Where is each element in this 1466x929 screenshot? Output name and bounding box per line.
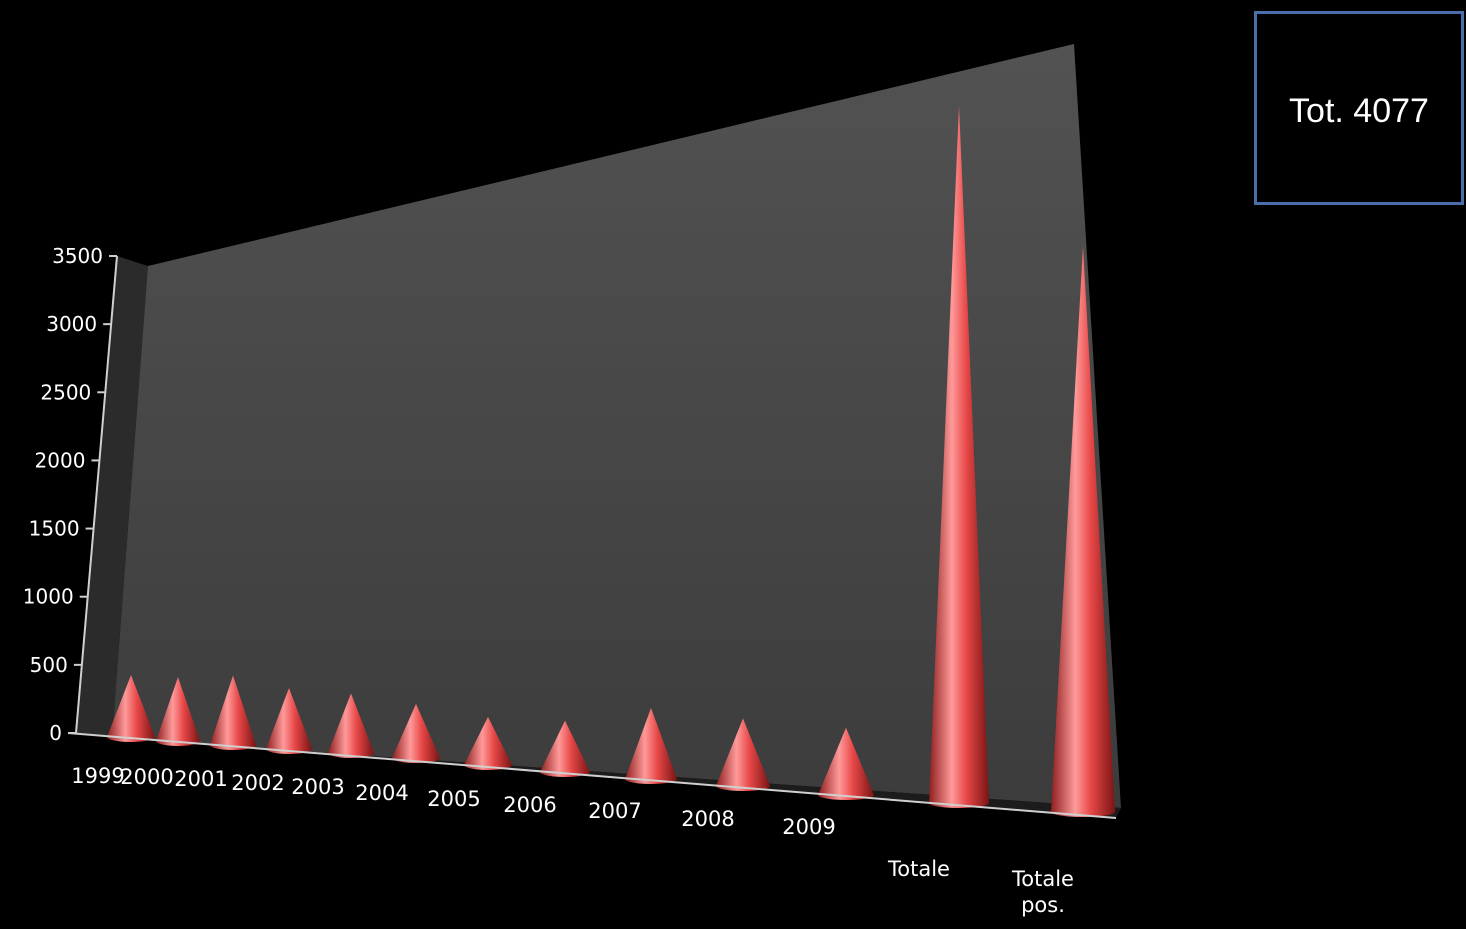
- cone-bar: [210, 675, 256, 750]
- cone-bar: [156, 677, 200, 746]
- x-tick-label: 2001: [174, 767, 227, 791]
- x-axis-line: [67, 732, 1117, 819]
- x-tick-label: 2006: [503, 793, 556, 817]
- cone-bar: [929, 105, 989, 808]
- cone-body: [464, 716, 512, 770]
- x-tick-label: Totale pos.: [1011, 867, 1074, 917]
- x-tick-label: 2002: [231, 771, 284, 795]
- cone-body: [328, 693, 374, 758]
- cone-body: [107, 674, 155, 742]
- cone-body: [625, 708, 677, 784]
- cone-bar: [266, 687, 312, 754]
- y-tick-label: 1500: [29, 517, 80, 541]
- x-tick-label: 2000: [120, 765, 173, 789]
- cone-bar: [540, 720, 590, 777]
- x-tick-label: 1999: [71, 764, 124, 788]
- y-tick-label: 3000: [46, 312, 97, 336]
- x-tick-label: 2003: [291, 775, 344, 799]
- cone-bar: [625, 708, 677, 784]
- side-wall: [76, 256, 148, 738]
- y-tick-label: 2500: [40, 380, 91, 404]
- cone-body: [210, 675, 256, 750]
- cone-body: [1051, 246, 1115, 817]
- cone-body: [156, 677, 200, 746]
- cone-bar: [1051, 246, 1115, 817]
- cone-bar: [818, 727, 874, 800]
- cone-body: [929, 105, 989, 808]
- cone-body: [540, 720, 590, 777]
- cone-bar: [328, 693, 374, 758]
- cone-body: [818, 727, 874, 800]
- cone-bar: [716, 718, 770, 791]
- x-tick-label: 2008: [681, 807, 734, 831]
- x-tick-label: 2004: [355, 781, 408, 805]
- cones: [107, 105, 1115, 817]
- cone-body: [716, 718, 770, 791]
- x-tick-label: 2009: [782, 815, 835, 839]
- x-tick-label: 2005: [427, 787, 480, 811]
- cone-body: [266, 687, 312, 754]
- y-tick-label: 1000: [23, 585, 74, 609]
- y-tick-label: 3500: [52, 244, 103, 268]
- y-tick-label: 2000: [35, 448, 86, 472]
- x-tick-label: Totale: [887, 857, 950, 881]
- y-axis-line: [75, 255, 118, 734]
- total-annotation-box: Tot. 4077: [1254, 11, 1464, 205]
- y-axis: 0 500 1000 1500 2000 2500 3000 3500: [23, 244, 118, 745]
- back-wall: [112, 44, 1121, 808]
- total-label: Tot. 4077: [1289, 92, 1429, 130]
- y-tick-label: 500: [30, 653, 68, 677]
- x-tick-label: 2007: [588, 799, 641, 823]
- cone-bar: [107, 674, 155, 742]
- cone-body: [392, 703, 440, 763]
- y-tick-label: 0: [49, 721, 62, 745]
- cone-bar: [392, 703, 440, 763]
- cone-bar: [464, 716, 512, 770]
